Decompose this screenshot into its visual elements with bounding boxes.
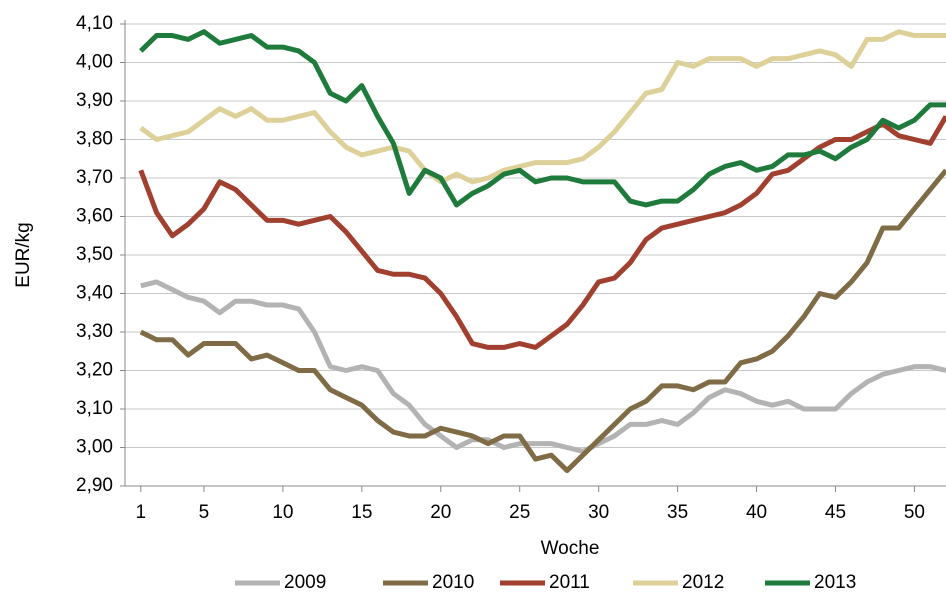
y-tick-label: 3,40 (76, 283, 113, 304)
legend-label: 2010 (432, 572, 474, 593)
y-tick-label: 3,80 (76, 129, 113, 150)
legend-label: 2013 (814, 572, 856, 593)
y-tick-label: 3,30 (76, 321, 113, 342)
x-tick-label: 45 (825, 502, 846, 523)
line-series (139, 29, 946, 185)
line-series (139, 168, 946, 474)
y-tick-label: 3,70 (76, 167, 113, 188)
y-tick-label: 3,10 (76, 398, 113, 419)
legend-label: 2011 (549, 572, 590, 593)
x-axis-label: Woche (541, 538, 600, 559)
y-tick-label: 3,00 (76, 437, 113, 458)
y-tick-label: 4,00 (76, 52, 113, 73)
x-tick-label: 15 (351, 502, 372, 523)
legend-label: 2012 (682, 572, 724, 593)
y-axis-label: EUR/kg (13, 222, 34, 287)
legend-label: 2009 (284, 572, 326, 593)
x-tick-label: 40 (746, 502, 767, 523)
x-tick-label: 30 (588, 502, 609, 523)
y-tick-label: 3,90 (76, 90, 113, 111)
y-tick-label: 3,60 (76, 206, 113, 227)
y-tick-label: 4,10 (76, 13, 113, 34)
x-tick-label: 10 (272, 502, 293, 523)
x-tick-label: 20 (430, 502, 451, 523)
x-tick-label: 35 (667, 502, 688, 523)
x-tick-label: 5 (199, 502, 210, 523)
plot-area (138, 29, 946, 474)
x-tick-label: 1 (135, 502, 146, 523)
line-series (140, 279, 946, 454)
line-series (139, 29, 946, 208)
x-tick-label: 25 (509, 502, 530, 523)
y-tick-label: 3,20 (76, 360, 113, 381)
y-tick-label: 2,90 (76, 475, 113, 496)
y-tick-label: 3,50 (76, 244, 113, 265)
x-tick-label: 50 (904, 502, 925, 523)
